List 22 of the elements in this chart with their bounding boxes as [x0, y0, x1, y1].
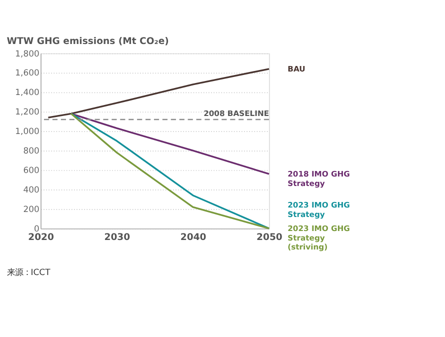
y-tick-label: 1,400 — [15, 87, 40, 98]
x-tick-label: 2030 — [104, 232, 131, 243]
y-tick-label: 200 — [23, 204, 40, 214]
y-tick-label: 800 — [23, 146, 40, 156]
line-series — [47, 68, 270, 118]
y-tick-label: 600 — [23, 165, 40, 176]
y-tick-label: 1,600 — [15, 68, 40, 78]
text: 2018 IMO GHG Strategy — [288, 170, 350, 188]
y-tick-label: 1,000 — [15, 126, 40, 136]
y-tick-label: 0 — [34, 223, 40, 234]
y-tick-label: 1,200 — [15, 106, 40, 117]
x-tick-label: 2050 — [256, 232, 283, 243]
y-tick-label: 400 — [23, 184, 40, 194]
text: BAU — [288, 64, 306, 74]
x-tick-label: 2020 — [28, 232, 54, 243]
x-tick-label: 2040 — [180, 232, 207, 243]
ref-line-label: 2008 BASELINE — [204, 109, 270, 118]
chart-title: WTW GHG emissions (Mt CO₂e) — [6, 36, 169, 48]
source-note: 来源：ICCT — [6, 266, 52, 277]
text: 2023 IMO GHG Strategy (striving) — [288, 224, 350, 252]
text: 2023 IMO GHG Strategy — [288, 200, 350, 220]
y-tick-label: 1,800 — [15, 48, 40, 58]
